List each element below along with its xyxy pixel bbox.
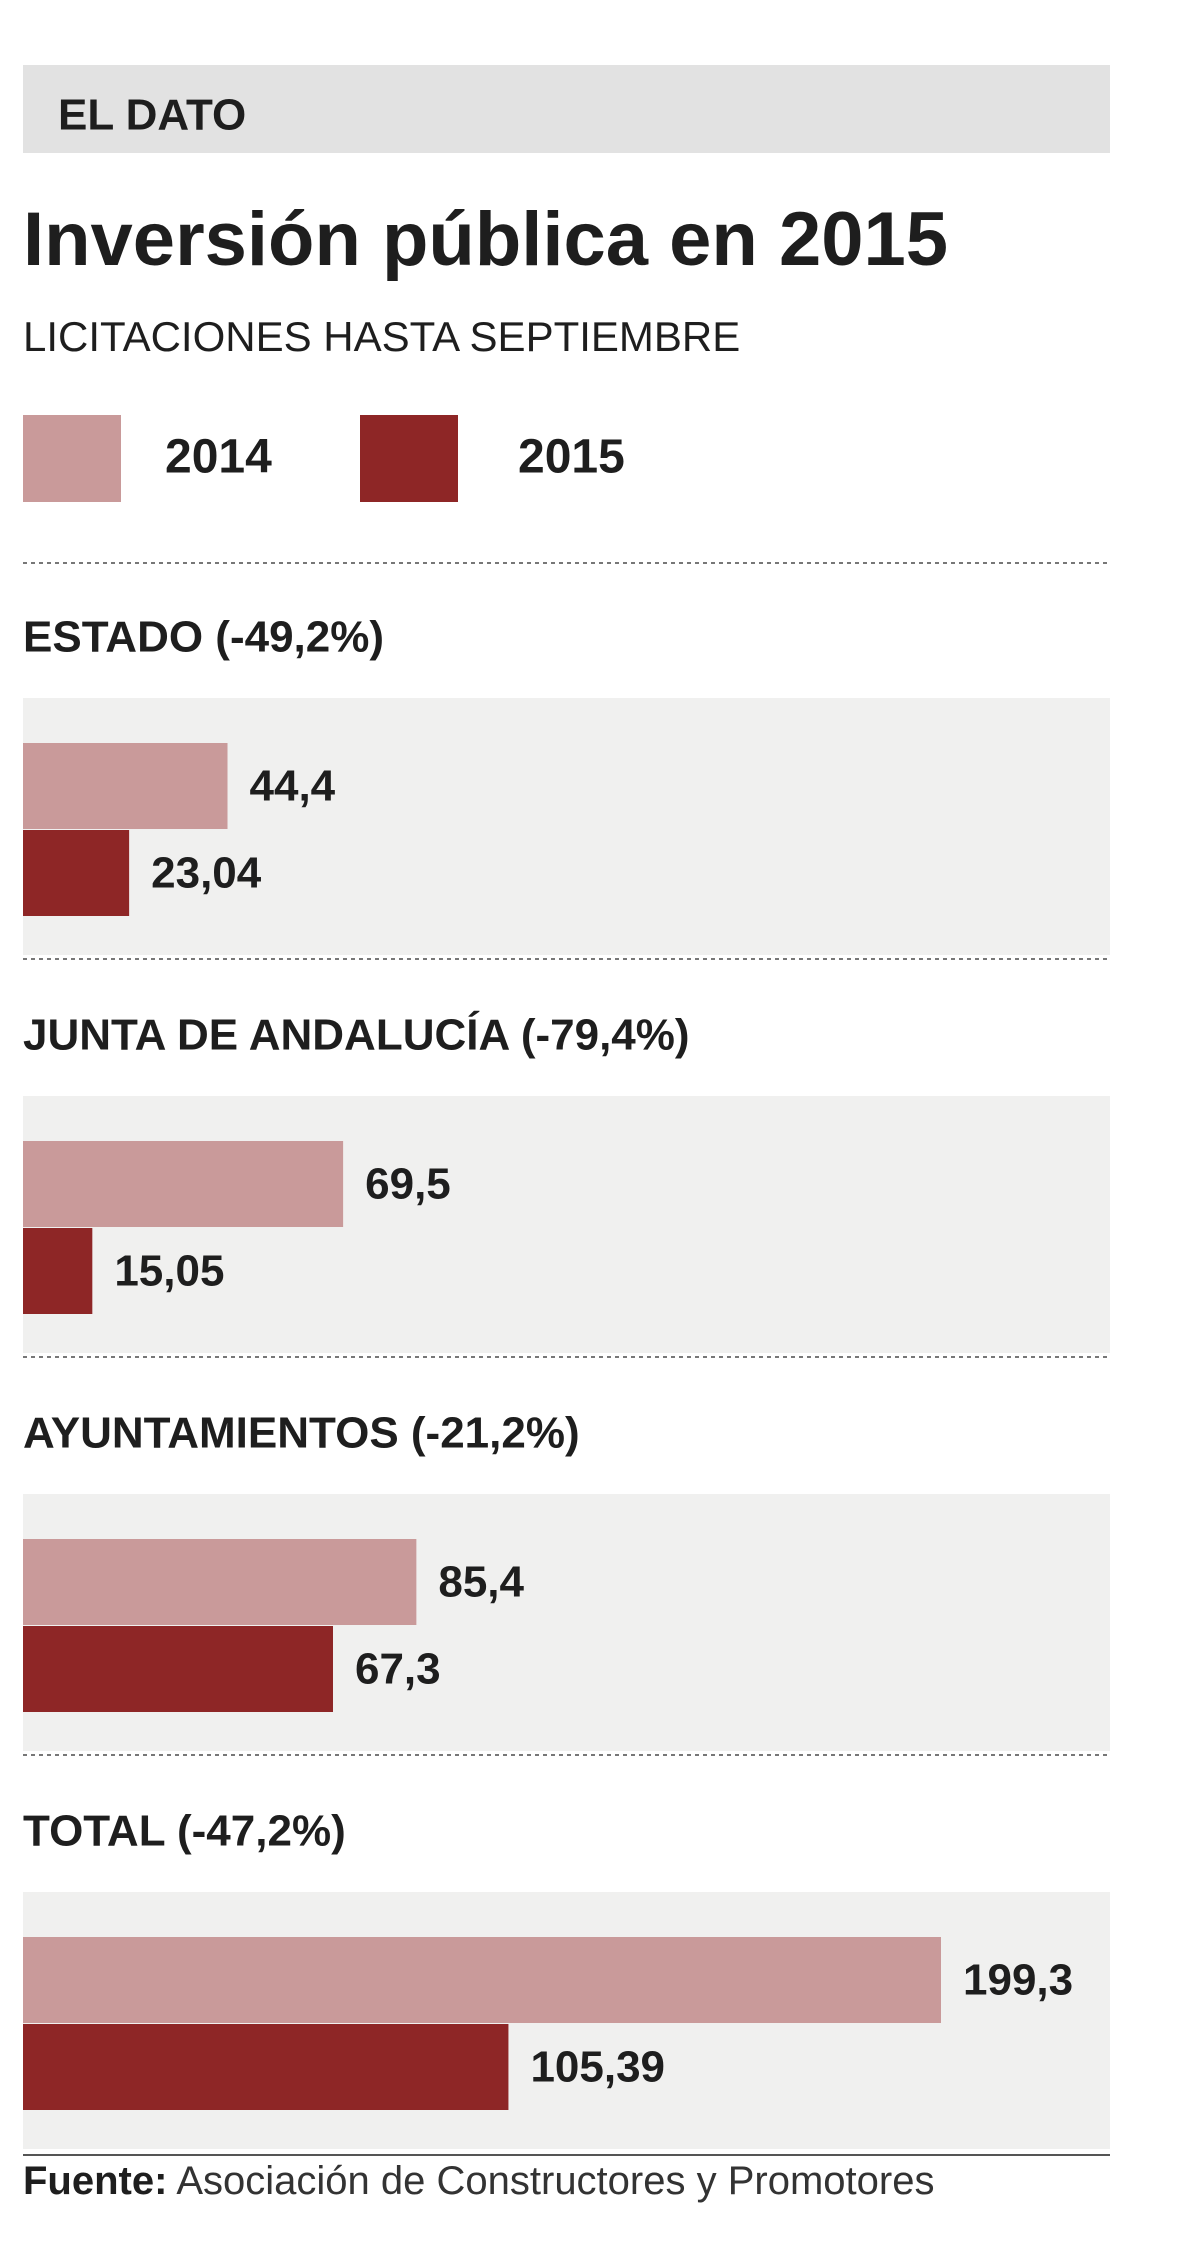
value-label: 67,3 <box>355 1645 441 1694</box>
source-label: Fuente: <box>23 2159 167 2203</box>
legend-label: 2014 <box>165 431 272 484</box>
value-label: 15,05 <box>114 1247 224 1296</box>
bar <box>23 830 130 916</box>
value-label: 44,4 <box>250 762 336 811</box>
category-label: TOTAL (-47,2%) <box>23 1807 346 1856</box>
bar <box>23 2024 509 2110</box>
value-label: 199,3 <box>963 1956 1073 2005</box>
category-label: JUNTA DE ANDALUCÍA (-79,4%) <box>23 1010 690 1060</box>
source: Fuente: Asociación de Constructores y Pr… <box>23 2159 934 2203</box>
value-label: 23,04 <box>151 849 262 898</box>
chart-title: Inversión pública en 2015 <box>23 197 948 282</box>
legend-swatch <box>360 415 458 502</box>
chart-subtitle: LICITACIONES HASTA SEPTIEMBRE <box>23 313 740 360</box>
value-label: 105,39 <box>530 2043 665 2092</box>
bar <box>23 1141 344 1227</box>
category-label: AYUNTAMIENTOS (-21,2%) <box>23 1409 580 1458</box>
category-label: ESTADO (-49,2%) <box>23 613 384 662</box>
value-label: 69,5 <box>365 1160 451 1209</box>
value-label: 85,4 <box>438 1558 524 1607</box>
source-text: Asociación de Constructores y Promotores <box>176 2159 934 2203</box>
kicker-band <box>23 65 1110 153</box>
legend-swatch <box>23 415 121 502</box>
bar <box>23 743 228 829</box>
legend-label: 2015 <box>518 431 625 484</box>
bar <box>23 1626 333 1712</box>
bar <box>23 1937 941 2023</box>
bar <box>23 1228 93 1314</box>
kicker: EL DATO <box>58 91 246 140</box>
bar <box>23 1539 417 1625</box>
